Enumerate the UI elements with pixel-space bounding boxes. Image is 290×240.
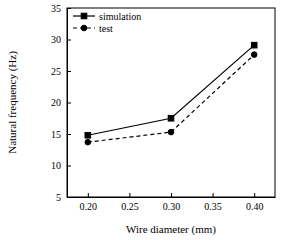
tick-label: 15	[51, 129, 61, 140]
series-line	[88, 55, 254, 143]
tick-mark	[67, 40, 71, 41]
tick: 35	[51, 3, 71, 14]
tick-mark	[67, 71, 71, 72]
tick-label: 0.25	[121, 201, 138, 212]
tick-mark	[213, 193, 214, 197]
legend-label: test	[99, 23, 113, 34]
tick: 25	[51, 66, 71, 77]
tick-mark	[67, 166, 71, 167]
tick-mark	[129, 193, 130, 197]
chart: 0.20 0.25 0.30 0.35 0.40 5 10 15 20 25 30 35 simulat…	[0, 0, 290, 240]
marker	[168, 115, 174, 121]
tick: 0.30	[163, 193, 181, 212]
legend: simulationtest	[73, 11, 141, 34]
legend-label: simulation	[99, 11, 141, 22]
tick: 5	[56, 192, 71, 203]
tick-label: 25	[51, 66, 61, 77]
tick-label: 5	[56, 192, 61, 203]
y-axis-title: Natural frequency (Hz)	[6, 51, 19, 154]
tick: 0.40	[246, 193, 264, 212]
series-line	[88, 45, 254, 135]
legend-marker	[81, 25, 87, 31]
tick-label: 0.40	[246, 201, 264, 212]
tick-label: 0.20	[80, 201, 98, 212]
tick: 10	[51, 160, 71, 171]
marker	[85, 132, 91, 138]
plot: 0.20 0.25 0.30 0.35 0.40 5 10 15 20 25 30 35 simulat…	[51, 3, 276, 212]
tick: 0.20	[80, 193, 98, 212]
tick-label: 20	[51, 97, 61, 108]
plot-area	[85, 42, 257, 145]
tick-mark	[67, 197, 71, 198]
tick-label: 30	[51, 34, 61, 45]
marker	[85, 139, 91, 145]
tick-label: 35	[51, 3, 61, 14]
tick-label: 0.35	[204, 201, 222, 212]
tick: 0.35	[204, 193, 222, 212]
axis-line	[68, 197, 276, 198]
tick: 30	[51, 34, 71, 45]
tick-label: 10	[51, 160, 61, 171]
legend-item: simulation	[73, 11, 141, 22]
tick-mark	[171, 193, 172, 197]
tick-label: 0.30	[163, 201, 181, 212]
tick: 0.25	[121, 193, 138, 212]
plot-frame	[67, 8, 275, 197]
x-axis: 0.20 0.25 0.30 0.35 0.40	[68, 193, 276, 212]
marker	[168, 129, 174, 135]
marker	[251, 52, 257, 58]
marker	[251, 42, 257, 48]
legend-marker	[81, 13, 87, 19]
tick: 20	[51, 97, 71, 108]
tick-mark	[254, 193, 255, 197]
tick-mark	[88, 193, 89, 197]
tick-mark	[67, 103, 71, 104]
y-axis: 5 10 15 20 25 30 35	[51, 3, 71, 203]
legend-item: test	[73, 23, 113, 34]
x-axis-title: Wire diameter (mm)	[126, 223, 216, 236]
tick-mark	[67, 8, 71, 9]
tick-mark	[67, 134, 71, 135]
tick: 15	[51, 129, 71, 140]
